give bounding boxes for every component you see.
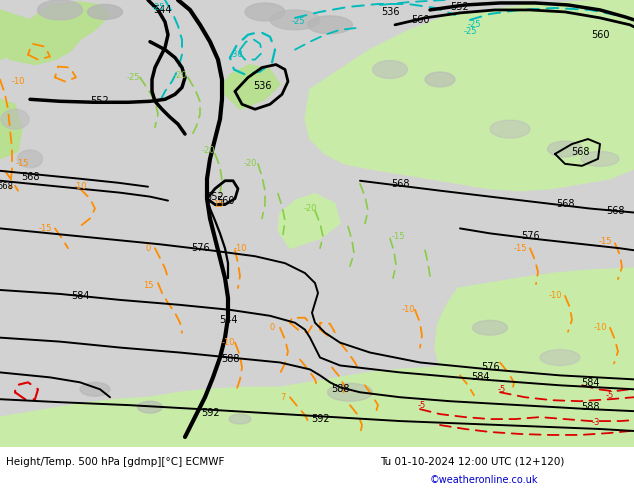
Polygon shape bbox=[0, 2, 110, 65]
Ellipse shape bbox=[490, 120, 530, 138]
Text: 588: 588 bbox=[581, 402, 599, 412]
Text: 576: 576 bbox=[191, 243, 209, 253]
Ellipse shape bbox=[80, 382, 110, 396]
Text: 584: 584 bbox=[581, 378, 599, 388]
Text: 592: 592 bbox=[201, 408, 219, 418]
Ellipse shape bbox=[373, 61, 408, 78]
Text: -10: -10 bbox=[233, 244, 247, 253]
Ellipse shape bbox=[328, 383, 373, 401]
Text: -5: -5 bbox=[498, 385, 506, 394]
Text: 536: 536 bbox=[381, 7, 399, 17]
Text: -3: -3 bbox=[592, 417, 600, 427]
Text: -15: -15 bbox=[391, 232, 404, 241]
Text: 552: 552 bbox=[91, 97, 110, 106]
Text: -15: -15 bbox=[598, 237, 612, 246]
Text: 584: 584 bbox=[71, 291, 89, 301]
Text: -10: -10 bbox=[11, 77, 25, 86]
Polygon shape bbox=[0, 366, 634, 447]
Text: -25: -25 bbox=[463, 27, 477, 36]
Polygon shape bbox=[220, 65, 280, 109]
Text: 568: 568 bbox=[556, 198, 574, 209]
Text: 544: 544 bbox=[219, 315, 237, 325]
Ellipse shape bbox=[18, 150, 42, 168]
Text: 568: 568 bbox=[571, 147, 589, 157]
Text: 544: 544 bbox=[153, 5, 171, 15]
Text: 560: 560 bbox=[216, 196, 234, 206]
Text: -15: -15 bbox=[38, 224, 52, 233]
Text: 536: 536 bbox=[253, 81, 271, 92]
Text: Height/Temp. 500 hPa [gdmp][°C] ECMWF: Height/Temp. 500 hPa [gdmp][°C] ECMWF bbox=[6, 457, 224, 467]
Ellipse shape bbox=[270, 10, 320, 30]
Text: 584: 584 bbox=[471, 372, 489, 382]
Text: -10: -10 bbox=[548, 292, 562, 300]
Ellipse shape bbox=[425, 72, 455, 87]
Ellipse shape bbox=[245, 3, 285, 21]
Text: 588: 588 bbox=[221, 354, 239, 365]
Ellipse shape bbox=[307, 16, 353, 34]
Text: -20: -20 bbox=[303, 204, 317, 213]
Text: 576: 576 bbox=[521, 231, 540, 242]
Polygon shape bbox=[0, 10, 40, 60]
Text: 552: 552 bbox=[451, 2, 469, 12]
Text: -5: -5 bbox=[418, 401, 426, 410]
Text: -10: -10 bbox=[221, 338, 235, 347]
Ellipse shape bbox=[229, 414, 251, 424]
Text: -20: -20 bbox=[243, 159, 257, 169]
Text: ©weatheronline.co.uk: ©weatheronline.co.uk bbox=[430, 475, 538, 485]
Ellipse shape bbox=[1, 109, 29, 129]
Ellipse shape bbox=[548, 141, 583, 157]
Text: -10: -10 bbox=[401, 305, 415, 315]
Polygon shape bbox=[0, 99, 22, 159]
Text: -20: -20 bbox=[201, 147, 215, 155]
Text: 15: 15 bbox=[213, 200, 223, 209]
Text: -10: -10 bbox=[74, 182, 87, 191]
Text: Tu 01-10-2024 12:00 UTC (12+120): Tu 01-10-2024 12:00 UTC (12+120) bbox=[380, 457, 564, 467]
Text: 0: 0 bbox=[145, 244, 151, 253]
Text: -25: -25 bbox=[291, 17, 305, 26]
Ellipse shape bbox=[472, 320, 507, 335]
Text: -25: -25 bbox=[152, 3, 165, 12]
Text: -10: -10 bbox=[593, 323, 607, 332]
Text: 560: 560 bbox=[591, 30, 609, 40]
Text: 592: 592 bbox=[311, 414, 329, 424]
Text: 552: 552 bbox=[205, 192, 224, 201]
Text: 568: 568 bbox=[605, 205, 624, 216]
Polygon shape bbox=[278, 194, 340, 248]
Text: -25: -25 bbox=[126, 73, 139, 82]
Text: 560: 560 bbox=[411, 15, 429, 25]
Text: -30: -30 bbox=[229, 50, 243, 59]
Ellipse shape bbox=[138, 401, 162, 413]
Text: -20: -20 bbox=[173, 71, 187, 80]
Ellipse shape bbox=[540, 349, 580, 366]
Text: -5: -5 bbox=[606, 391, 614, 400]
Text: -15: -15 bbox=[514, 244, 527, 253]
Ellipse shape bbox=[87, 4, 122, 20]
Polygon shape bbox=[435, 268, 634, 397]
Text: 576: 576 bbox=[481, 363, 500, 372]
Text: 588: 588 bbox=[331, 384, 349, 394]
Text: 15: 15 bbox=[143, 280, 153, 290]
Text: 568: 568 bbox=[391, 179, 410, 189]
Ellipse shape bbox=[581, 151, 619, 166]
Text: -25: -25 bbox=[467, 20, 481, 29]
Text: 568: 568 bbox=[21, 172, 39, 182]
Polygon shape bbox=[305, 0, 634, 191]
Text: 7: 7 bbox=[280, 392, 286, 402]
Text: 0: 0 bbox=[269, 323, 275, 332]
Text: -15: -15 bbox=[15, 159, 29, 169]
Text: 568: 568 bbox=[0, 182, 13, 191]
Ellipse shape bbox=[37, 0, 82, 20]
